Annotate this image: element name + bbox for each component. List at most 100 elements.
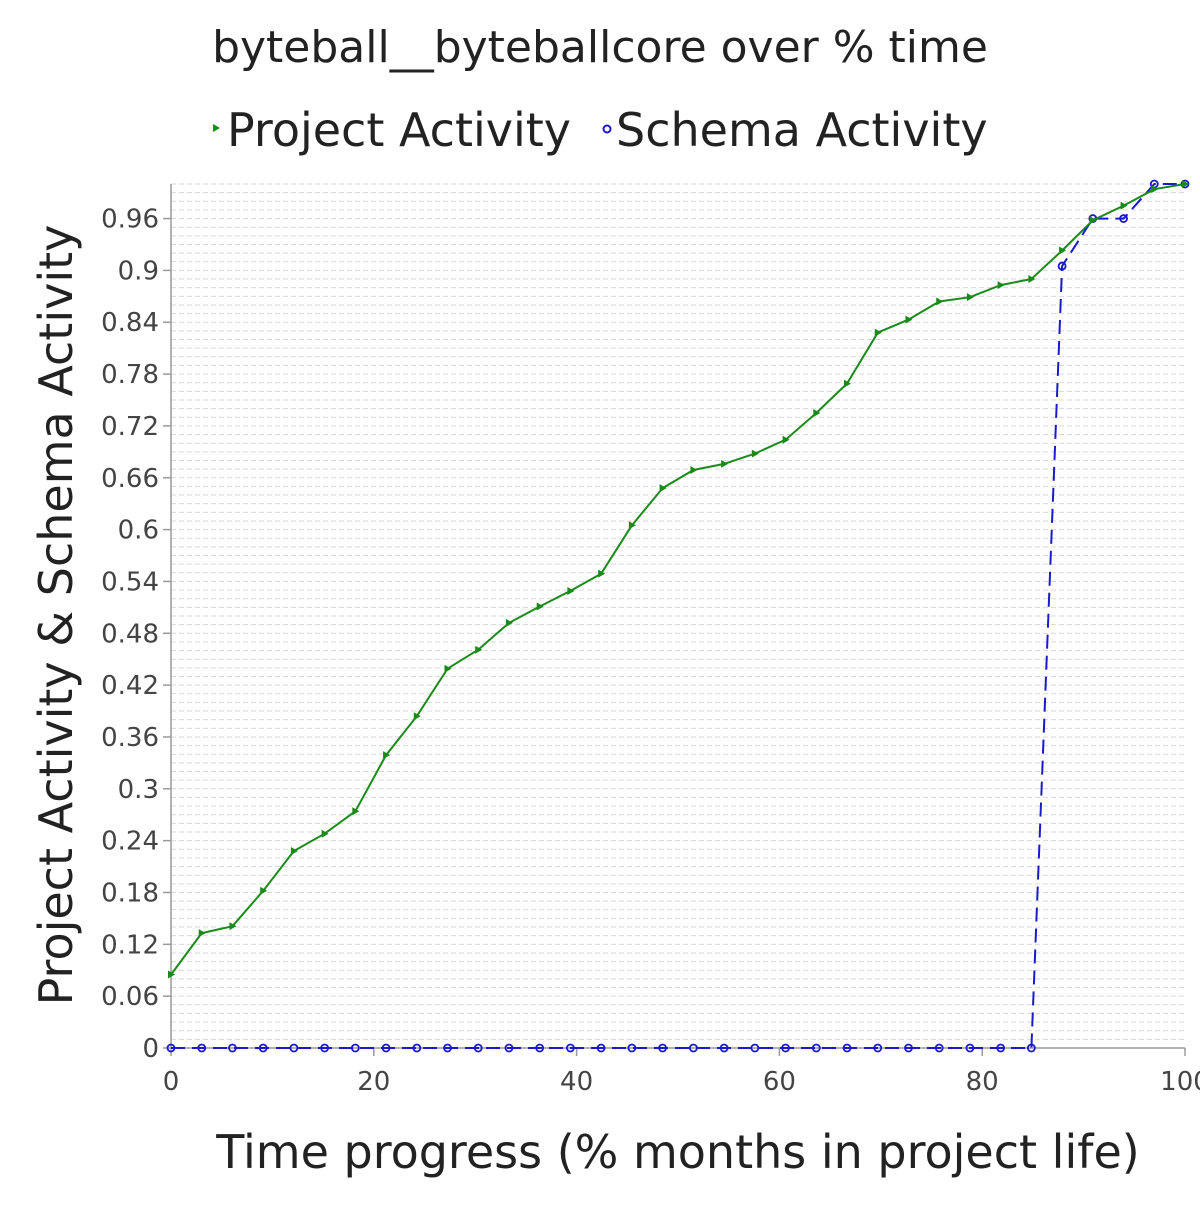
data-point-schema-activity[interactable] [504, 1043, 514, 1053]
data-point-project-activity[interactable] [659, 484, 667, 493]
legend-item-schema-activity[interactable]: Schema Activity [602, 103, 988, 157]
data-point-schema-activity[interactable] [934, 1043, 944, 1053]
data-point-schema-activity[interactable] [842, 1043, 852, 1053]
x-tick-label: 60 [763, 1067, 796, 1097]
series-schema-activity [166, 179, 1190, 1053]
x-tick-label: 40 [560, 1067, 593, 1097]
data-point-project-activity[interactable] [905, 315, 913, 324]
data-point-project-activity[interactable] [168, 970, 175, 979]
data-point-schema-activity[interactable] [873, 1043, 883, 1053]
data-point-project-activity[interactable] [505, 618, 513, 627]
data-point-schema-activity[interactable] [1119, 214, 1128, 223]
data-point-project-activity[interactable] [874, 328, 882, 337]
y-tick-label: 0.66 [101, 464, 159, 494]
data-point-project-activity[interactable] [567, 586, 575, 595]
data-point-project-activity[interactable] [229, 922, 237, 931]
data-point-project-activity[interactable] [751, 449, 759, 458]
data-point-schema-activity[interactable] [781, 1043, 790, 1053]
y-tick-label: 0.12 [101, 930, 159, 960]
y-tick-labels: 0 0.06 0.12 0.18 0.24 0.3 0.36 0.42 0.48 0.54 0.6 0… [101, 205, 159, 1064]
data-point-project-activity[interactable] [321, 829, 329, 838]
y-tick-label: 0.18 [101, 878, 159, 908]
y-tick-label: 0.96 [101, 205, 159, 235]
data-point-project-activity[interactable] [1182, 180, 1189, 188]
data-point-schema-activity[interactable] [412, 1043, 422, 1053]
legend-marker-schema-activity [602, 124, 612, 134]
y-tick-label: 0.42 [101, 671, 159, 701]
data-point-schema-activity[interactable] [1057, 261, 1067, 271]
data-point-project-activity[interactable] [936, 297, 944, 306]
data-point-schema-activity[interactable] [381, 1043, 391, 1053]
data-point-schema-activity[interactable] [350, 1043, 360, 1053]
data-point-project-activity[interactable] [598, 569, 606, 578]
x-tick-label: 80 [966, 1067, 999, 1097]
y-tick-label: 0.54 [101, 567, 159, 597]
data-point-schema-activity[interactable] [689, 1043, 698, 1053]
data-point-project-activity[interactable] [536, 602, 544, 611]
data-point-schema-activity[interactable] [535, 1043, 545, 1053]
data-point-project-activity[interactable] [413, 712, 421, 721]
data-point-project-activity[interactable] [782, 435, 790, 444]
y-tick-label: 0.78 [101, 360, 159, 390]
y-tick-label: 0.9 [118, 256, 159, 286]
data-point-schema-activity[interactable] [258, 1043, 268, 1053]
series-project-activity [168, 180, 1189, 979]
data-point-project-activity[interactable] [475, 645, 483, 654]
data-point-project-activity[interactable] [721, 459, 729, 468]
data-point-project-activity[interactable] [444, 664, 452, 673]
data-point-project-activity[interactable] [966, 293, 974, 302]
data-point-project-activity[interactable] [1059, 246, 1067, 255]
axes [163, 184, 1186, 1056]
data-point-project-activity[interactable] [1089, 216, 1097, 225]
data-point-schema-activity[interactable] [166, 1043, 176, 1053]
grid [171, 183, 1185, 1049]
data-point-schema-activity[interactable] [228, 1043, 237, 1053]
data-point-schema-activity[interactable] [965, 1043, 975, 1053]
data-point-schema-activity[interactable] [811, 1043, 821, 1053]
data-point-project-activity[interactable] [290, 847, 298, 856]
series-line-project-activity [170, 183, 1186, 976]
data-point-schema-activity[interactable] [750, 1043, 760, 1053]
data-point-project-activity[interactable] [383, 751, 391, 760]
legend: Project Activity Schema Activity [213, 103, 988, 157]
data-point-project-activity[interactable] [1151, 185, 1159, 194]
legend-marker-project-activity [213, 124, 220, 132]
data-point-schema-activity[interactable] [627, 1043, 637, 1053]
series-line-schema-activity [171, 183, 1185, 1049]
y-tick-label: 0 [142, 1034, 159, 1064]
y-tick-label: 0.84 [101, 308, 159, 338]
data-point-schema-activity[interactable] [197, 1043, 207, 1053]
data-point-schema-activity[interactable] [289, 1043, 299, 1053]
data-point-schema-activity[interactable] [320, 1043, 330, 1053]
data-point-schema-activity[interactable] [996, 1043, 1006, 1053]
x-tick-label: 100 [1160, 1067, 1200, 1097]
data-point-project-activity[interactable] [628, 521, 636, 530]
legend-label-project-activity: Project Activity [227, 103, 571, 157]
data-point-project-activity[interactable] [352, 807, 360, 816]
data-point-schema-activity[interactable] [719, 1043, 729, 1053]
y-axis-label: Project Activity & Schema Activity [29, 225, 83, 1006]
data-point-schema-activity[interactable] [566, 1043, 575, 1053]
data-point-project-activity[interactable] [260, 886, 268, 895]
data-point-project-activity[interactable] [198, 929, 206, 938]
y-tick-label: 0.36 [101, 723, 159, 753]
data-point-schema-activity[interactable] [443, 1043, 452, 1053]
data-point-schema-activity[interactable] [904, 1043, 913, 1053]
y-tick-label: 0.24 [101, 827, 159, 857]
legend-item-project-activity[interactable]: Project Activity [213, 103, 571, 157]
data-point-project-activity[interactable] [997, 281, 1005, 290]
data-point-project-activity[interactable] [813, 408, 821, 417]
data-point-schema-activity[interactable] [1026, 1043, 1036, 1053]
data-point-project-activity[interactable] [844, 379, 852, 388]
y-tick-label: 0.48 [101, 619, 159, 649]
data-point-schema-activity[interactable] [596, 1043, 606, 1053]
y-tick-label: 0.06 [101, 982, 159, 1012]
data-point-project-activity[interactable] [1028, 275, 1036, 284]
x-axis-label: Time progress (% months in project life) [215, 1125, 1139, 1179]
data-point-schema-activity[interactable] [658, 1043, 667, 1053]
data-point-project-activity[interactable] [690, 465, 698, 474]
data-point-schema-activity[interactable] [473, 1043, 483, 1053]
data-point-project-activity[interactable] [1120, 201, 1128, 210]
